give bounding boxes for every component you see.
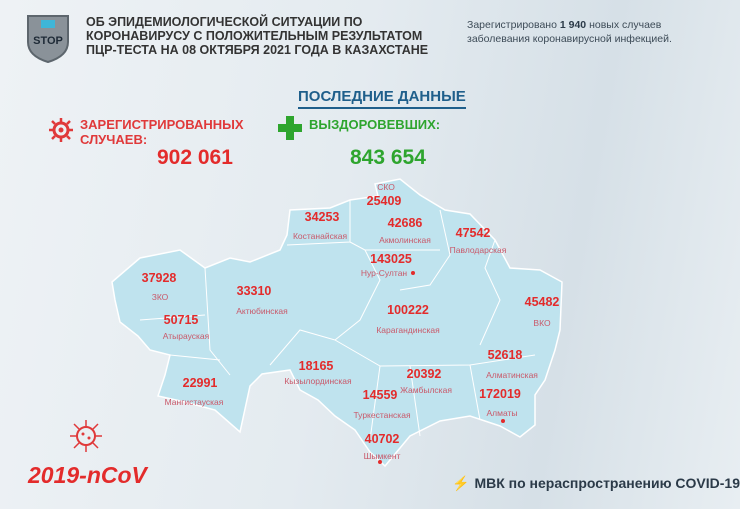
- region-name: Алматинская: [486, 370, 538, 380]
- region-name: Жамбылская: [400, 385, 452, 395]
- region-cases: 14559: [362, 388, 398, 402]
- title-line: ПЦР-ТЕСТА НА 08 ОКТЯБРЯ 2021 ГОДА В КАЗА…: [86, 43, 429, 57]
- region-name: Алматы: [486, 408, 518, 418]
- title-line: ОБ ЭПИДЕМИОЛОГИЧЕСКОЙ СИТУАЦИИ ПО: [86, 15, 363, 29]
- new-cases-note: Зарегистрировано 1 940 новых случаев заб…: [467, 18, 672, 46]
- new-cases-suffix: новых случаев: [589, 19, 662, 31]
- region-cases: 40702: [364, 432, 400, 446]
- registered-label-line1: ЗАРЕГИСТРИРОВАННЫХ: [80, 117, 244, 132]
- region-name: Актюбинская: [236, 306, 288, 316]
- new-cases-line2: заболевания коронавирусной инфекцией.: [467, 33, 672, 45]
- region-cases: 33310: [236, 284, 272, 298]
- recovered-value: 843 654: [350, 146, 426, 169]
- region-cases: 18165: [298, 359, 334, 373]
- registered-value: 902 061: [157, 146, 233, 169]
- logo-text: STOP: [33, 35, 63, 47]
- nur-sultan-dot: [411, 271, 415, 275]
- region-name: Мангистауская: [164, 397, 224, 407]
- title-line: КОРОНАВИРУСУ С ПОЛОЖИТЕЛЬНЫМ РЕЗУЛЬТАТОМ: [86, 29, 423, 43]
- registered-label-line2: СЛУЧАЕВ:: [80, 132, 148, 147]
- mvk-label: ⚡ МВК по нераспространению COVID-19: [452, 475, 740, 492]
- region-name: Павлодарская: [449, 245, 507, 255]
- latest-data-heading: ПОСЛЕДНИЕ ДАННЫЕ: [298, 88, 466, 109]
- region-cases: 37928: [141, 271, 177, 285]
- mvk-text: МВК по нераспространению COVID-19: [474, 475, 740, 491]
- region-name: Кызылординская: [284, 376, 352, 386]
- region-cases: 172019: [479, 387, 521, 401]
- region-cases: 52618: [487, 348, 523, 362]
- region-cases: 100222: [387, 303, 429, 317]
- recovered-label: ВЫЗДОРОВЕВШИХ:: [309, 117, 441, 132]
- plus-icon: [278, 116, 302, 140]
- almaty-dot: [501, 419, 505, 423]
- region-name: Нур-Султан: [360, 268, 408, 278]
- region-cases: 34253: [304, 210, 340, 224]
- shymkent-dot: [378, 460, 382, 464]
- region-name: Костанайская: [292, 231, 348, 241]
- region-cases: 45482: [524, 295, 560, 309]
- region-name: СКО: [377, 182, 395, 192]
- new-cases-count: 1 940: [559, 19, 587, 31]
- stop-shield-logo: STOP: [27, 15, 69, 64]
- region-name: Акмолинская: [379, 235, 431, 245]
- region-cases: 25409: [366, 194, 402, 208]
- region-cases: 47542: [455, 226, 491, 240]
- virus-icon: [49, 118, 73, 142]
- virus-label: 2019-nCoV: [28, 462, 147, 488]
- region-name: ВКО: [533, 318, 551, 328]
- region-name: Атырауская: [162, 331, 210, 341]
- lightning-icon: ⚡: [452, 475, 470, 491]
- coronavirus-icon: [70, 420, 102, 452]
- registered-label: ЗАРЕГИСТРИРОВАННЫХ СЛУЧАЕВ:: [80, 117, 244, 147]
- region-name: Карагандинская: [376, 325, 440, 335]
- new-cases-prefix: Зарегистрировано: [467, 19, 557, 31]
- region-cases: 22991: [182, 376, 218, 390]
- region-name: Туркестанская: [353, 410, 411, 420]
- page-title: ОБ ЭПИДЕМИОЛОГИЧЕСКОЙ СИТУАЦИИ ПО КОРОНА…: [86, 15, 428, 57]
- region-cases: 20392: [406, 367, 442, 381]
- region-cases: 143025: [370, 252, 412, 266]
- region-borders: [139, 200, 536, 441]
- region-cases: 42686: [387, 216, 423, 230]
- region-name: Шымкент: [363, 451, 401, 461]
- region-cases: 50715: [163, 313, 199, 327]
- region-name: ЗКО: [151, 292, 169, 302]
